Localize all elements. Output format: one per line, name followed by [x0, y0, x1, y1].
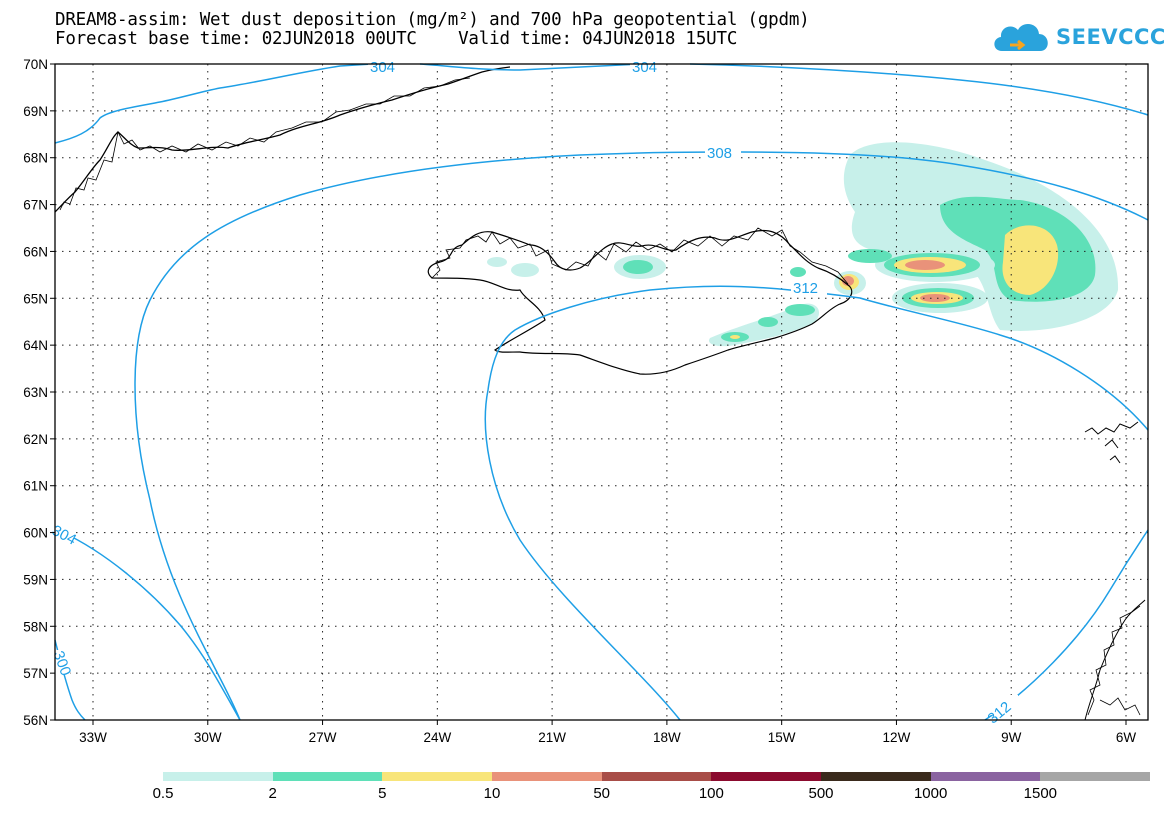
graticule — [55, 64, 1148, 720]
colorbar-label: 0.5 — [152, 785, 174, 802]
contour-304-north-c — [689, 63, 1149, 116]
lon-label: 33W — [79, 730, 107, 745]
colorbar-label: 1000 — [913, 785, 948, 802]
lon-label: 21W — [538, 730, 566, 745]
contour-308 — [134, 151, 1149, 721]
colorbar-segment — [711, 772, 822, 781]
lat-label: 65N — [23, 291, 48, 306]
axis-ticks — [50, 63, 1127, 725]
colorbar-label: 5 — [378, 785, 387, 802]
dust-spot — [758, 317, 778, 327]
colorbar-segment — [382, 772, 493, 781]
colorbar-label: 50 — [593, 785, 610, 802]
lon-label: 18W — [653, 730, 681, 745]
lat-label: 61N — [23, 479, 48, 494]
dust-deposition-shading — [487, 142, 1119, 347]
dust-band — [920, 294, 950, 302]
dust-spot — [623, 260, 653, 274]
colorbar-segment — [163, 772, 273, 781]
greenland-coast — [54, 66, 511, 213]
colorbar-label: 10 — [483, 785, 501, 802]
contour-312 — [484, 285, 1149, 721]
contour-label: 304 — [632, 59, 657, 76]
axis-tick-labels: 33W 30W 27W 24W 21W 18W 15W 12W 9W 6W 70N 69N 68N 67N… — [23, 57, 1136, 745]
contour-304-north-b — [419, 63, 641, 71]
dust-spot — [842, 276, 854, 286]
lat-label: 56N — [23, 713, 48, 728]
lat-label: 58N — [23, 619, 48, 634]
faroe-islands — [1084, 421, 1139, 464]
lat-label: 57N — [23, 666, 48, 681]
lat-label: 59N — [23, 572, 48, 587]
lat-label: 60N — [23, 526, 48, 541]
lat-label: 63N — [23, 385, 48, 400]
cloud-icon — [994, 24, 1048, 51]
contour-label: 304 — [370, 59, 395, 76]
dust-band — [848, 249, 892, 263]
contour-label: 312 — [793, 280, 818, 297]
dust-area-high — [1002, 225, 1059, 295]
lat-label: 66N — [23, 244, 48, 259]
dust-spot — [785, 304, 815, 316]
greenland-coast-detail — [59, 77, 471, 211]
colorbar-label: 1500 — [1023, 785, 1058, 802]
colorbar-label: 100 — [698, 785, 724, 802]
lon-label: 6W — [1116, 730, 1137, 745]
dust-spot — [730, 335, 740, 339]
colorbar-segment — [492, 772, 602, 781]
coastlines — [54, 66, 1146, 721]
colorbar-segment — [1040, 772, 1151, 781]
geopotential-contours — [54, 63, 1149, 721]
colorbar — [163, 772, 1151, 781]
contour-304-sw — [61, 531, 241, 721]
dust-spot — [487, 257, 507, 267]
contour-304-north — [54, 63, 373, 144]
forecast-times: Forecast base time: 02JUN2018 00UTC Vali… — [55, 29, 738, 49]
colorbar-segment — [821, 772, 931, 781]
lon-label: 24W — [423, 730, 451, 745]
lon-label: 15W — [768, 730, 796, 745]
seevccc-logo: SEEVCCC — [990, 18, 1166, 56]
lon-label: 30W — [194, 730, 222, 745]
contour-label: 308 — [707, 145, 732, 162]
lat-label: 67N — [23, 198, 48, 213]
lat-label: 68N — [23, 151, 48, 166]
lat-label: 70N — [23, 57, 48, 72]
lon-label: 27W — [309, 730, 337, 745]
iceland-coast — [427, 229, 853, 375]
lon-label: 9W — [1001, 730, 1022, 745]
scotland-coast — [1084, 599, 1146, 721]
scotland-coast-detail — [1087, 605, 1141, 716]
contour-312-south — [984, 529, 1149, 721]
lon-label: 12W — [883, 730, 911, 745]
colorbar-label: 500 — [808, 785, 834, 802]
colorbar-segment — [272, 772, 383, 781]
colorbar-segment — [601, 772, 712, 781]
dust-band — [905, 260, 945, 270]
colorbar-label: 2 — [268, 785, 277, 802]
colorbar-segment — [930, 772, 1041, 781]
dust-spot — [511, 263, 539, 277]
lat-label: 64N — [23, 338, 48, 353]
dust-spot — [790, 267, 806, 277]
lat-label: 69N — [23, 104, 48, 119]
logo-text: SEEVCCC — [1056, 25, 1166, 49]
iceland-coast-detail — [431, 227, 849, 285]
lat-label: 62N — [23, 432, 48, 447]
map-title: DREAM8-assim: Wet dust deposition (mg/m²… — [55, 10, 810, 30]
